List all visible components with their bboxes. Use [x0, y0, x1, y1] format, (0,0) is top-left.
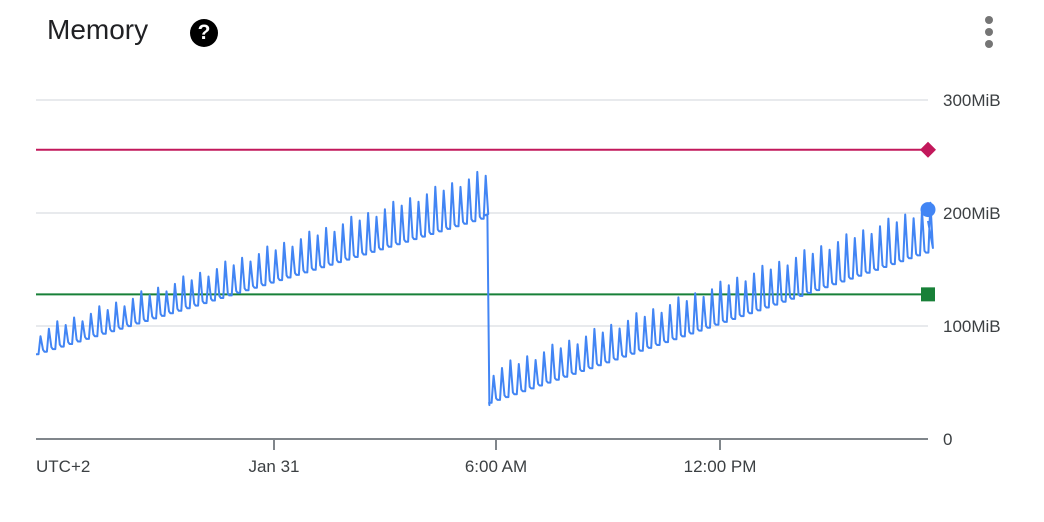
- x-tick-label: Jan 31: [248, 457, 299, 476]
- chart-header: Memory ?: [0, 0, 1044, 70]
- y-tick-label: 100MiB: [943, 317, 1001, 336]
- y-tick-label: 0: [943, 430, 952, 449]
- y-axis-labels: 0 100MiB 200MiB 300MiB: [943, 91, 1001, 449]
- limit-diamond-icon: [920, 141, 936, 158]
- x-tick-label: 6:00 AM: [465, 457, 527, 476]
- timezone-label: UTC+2: [36, 457, 90, 476]
- y-tick-label: 300MiB: [943, 91, 1001, 110]
- more-options-icon[interactable]: [978, 14, 1000, 50]
- x-axis: UTC+2 Jan 31 6:00 AM 12:00 PM: [36, 438, 928, 476]
- y-tick-label: 200MiB: [943, 204, 1001, 223]
- memory-usage-line: [36, 170, 934, 407]
- help-icon[interactable]: ?: [190, 19, 218, 47]
- gridlines: [36, 99, 928, 327]
- series-end-dot-icon: [920, 202, 936, 218]
- x-tick-label: 12:00 PM: [684, 457, 757, 476]
- request-square-icon: [921, 287, 935, 302]
- reference-lines: [36, 141, 936, 302]
- chart-title: Memory: [47, 14, 149, 45]
- memory-series: [36, 170, 936, 407]
